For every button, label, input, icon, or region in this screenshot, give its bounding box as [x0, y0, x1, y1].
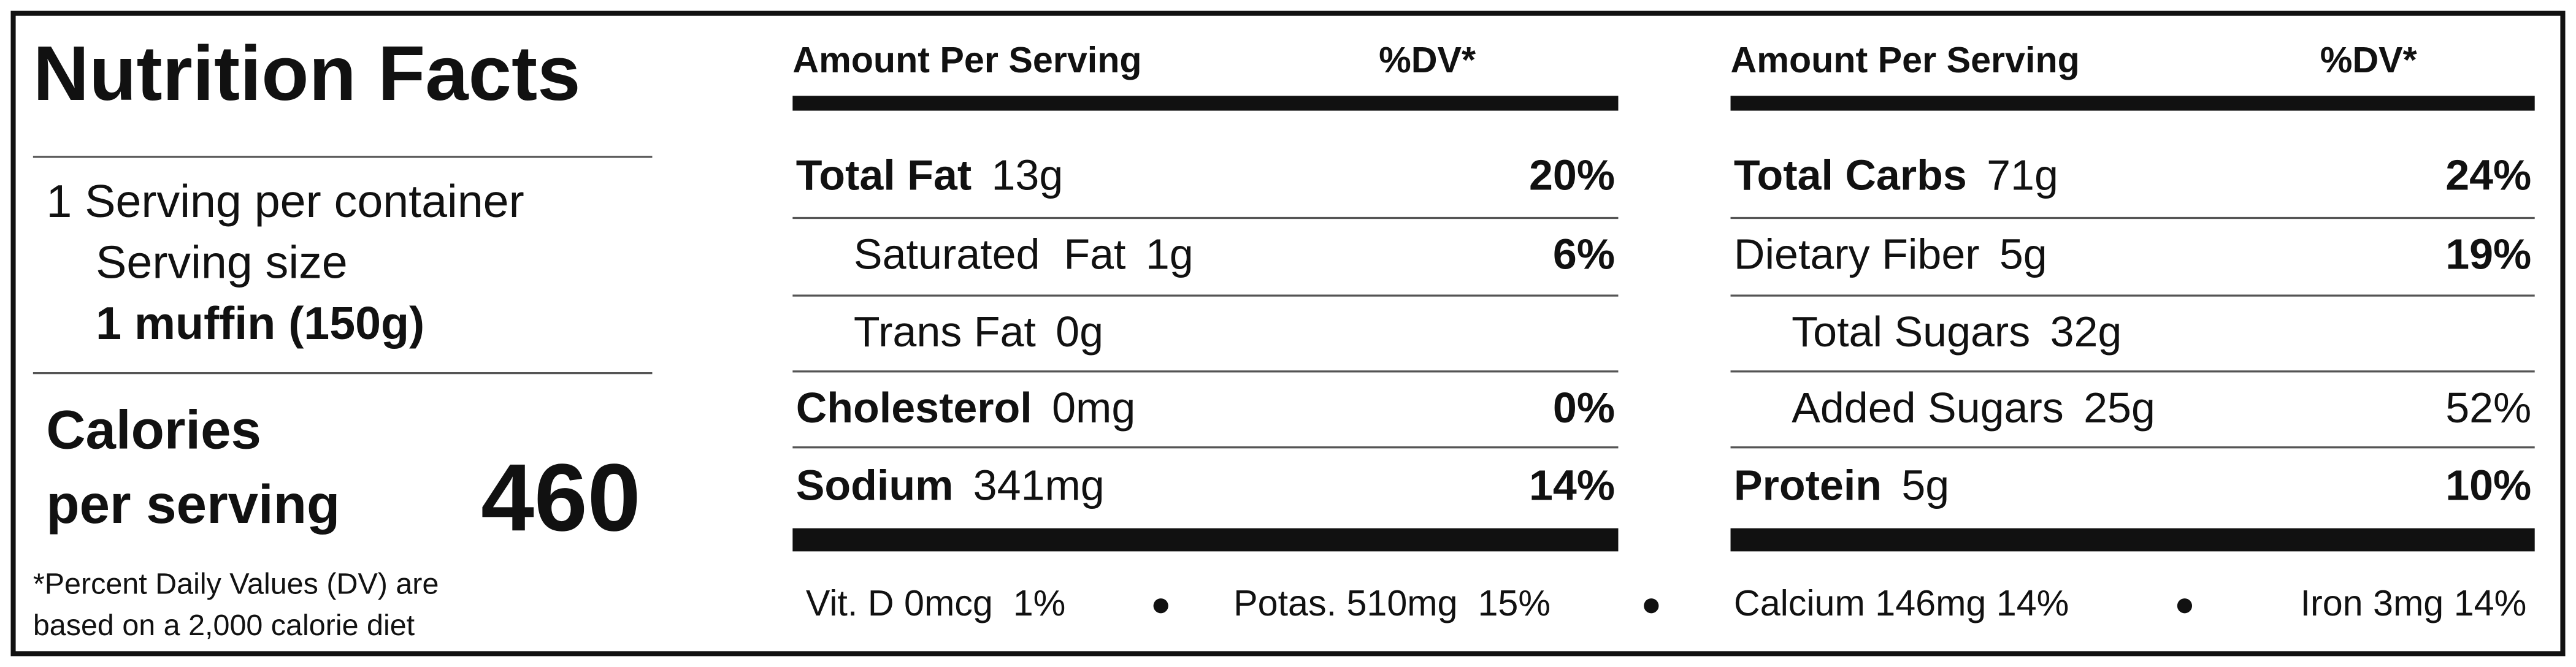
nutrient-dv: 20% [1529, 151, 1615, 199]
serving-size-label: Serving size [96, 237, 348, 288]
bullet [2177, 598, 2193, 614]
nutrient-amount: 71g [1987, 151, 2058, 199]
nutrient-name: Cholesterol [796, 384, 1032, 432]
servings: 1 Serving per container [46, 175, 524, 227]
serving-size: 1 muffin (150g) [96, 297, 424, 349]
nutrient-amount: 5g [1901, 462, 1949, 509]
nutrient-name: Trans Fat [854, 308, 1036, 356]
nutrient-dv: 52% [2445, 384, 2531, 432]
header-dv: %DV* [2320, 39, 2417, 80]
nutrient-name: Total Sugars [1792, 308, 2030, 356]
title: Nutrition Facts [33, 29, 581, 116]
nutrient-amount: 13g [991, 151, 1063, 199]
header-amount: Amount Per Serving [1731, 39, 2080, 80]
footnote: based on a 2,000 calorie diet [33, 609, 415, 642]
calories-value: 460 [481, 444, 641, 551]
calories-label: Calories [46, 400, 261, 460]
thick-bar [1730, 96, 2535, 111]
nutrient-name: Added Sugars [1792, 384, 2064, 432]
footer-item: Vit. D 0mcg 1% [806, 582, 1065, 623]
footer-item: Calcium 146mg 14% [1734, 582, 2069, 623]
nutrient-dv: 10% [2445, 462, 2531, 509]
nutrient-amount: 341mg [973, 462, 1105, 509]
footnote: *Percent Daily Values (DV) are [33, 568, 439, 601]
nutrient-amount: 25g [2083, 384, 2155, 432]
calories-label: per serving [46, 474, 340, 535]
bullet [1153, 598, 1168, 614]
nutrient-dv: 14% [1529, 462, 1615, 509]
nutrient-name: Total Fat [796, 151, 972, 199]
footer-item: Potas. 510mg 15% [1233, 582, 1551, 623]
nutrient-amount: 0g [1056, 308, 1103, 356]
nutrient-name: Dietary Fiber [1734, 231, 1980, 278]
nutrient-name: Saturated Fat [854, 231, 1126, 278]
nutrient-dv: 0% [1553, 384, 1615, 432]
nutrient-amount: 0mg [1052, 384, 1135, 432]
footer-item: Iron 3mg 14% [2301, 582, 2527, 623]
nutrient-amount: 5g [1999, 231, 2047, 278]
thick-bar [792, 96, 1619, 111]
header-amount: Amount Per Serving [792, 39, 1141, 80]
bullet [1644, 598, 1659, 614]
thick-bar [1730, 528, 2535, 552]
nutrient-dv: 6% [1553, 231, 1615, 278]
nutrient-amount: 1g [1146, 231, 1194, 278]
nutrient-dv: 24% [2445, 151, 2531, 199]
nutrient-name: Sodium [796, 462, 954, 509]
header-dv: %DV* [1379, 39, 1476, 80]
nutrient-name: Protein [1734, 462, 1882, 509]
nutrient-amount: 32g [2050, 308, 2122, 356]
nutrient-name: Total Carbs [1734, 151, 1967, 199]
nutrient-dv: 19% [2445, 231, 2531, 278]
thick-bar [792, 528, 1619, 552]
